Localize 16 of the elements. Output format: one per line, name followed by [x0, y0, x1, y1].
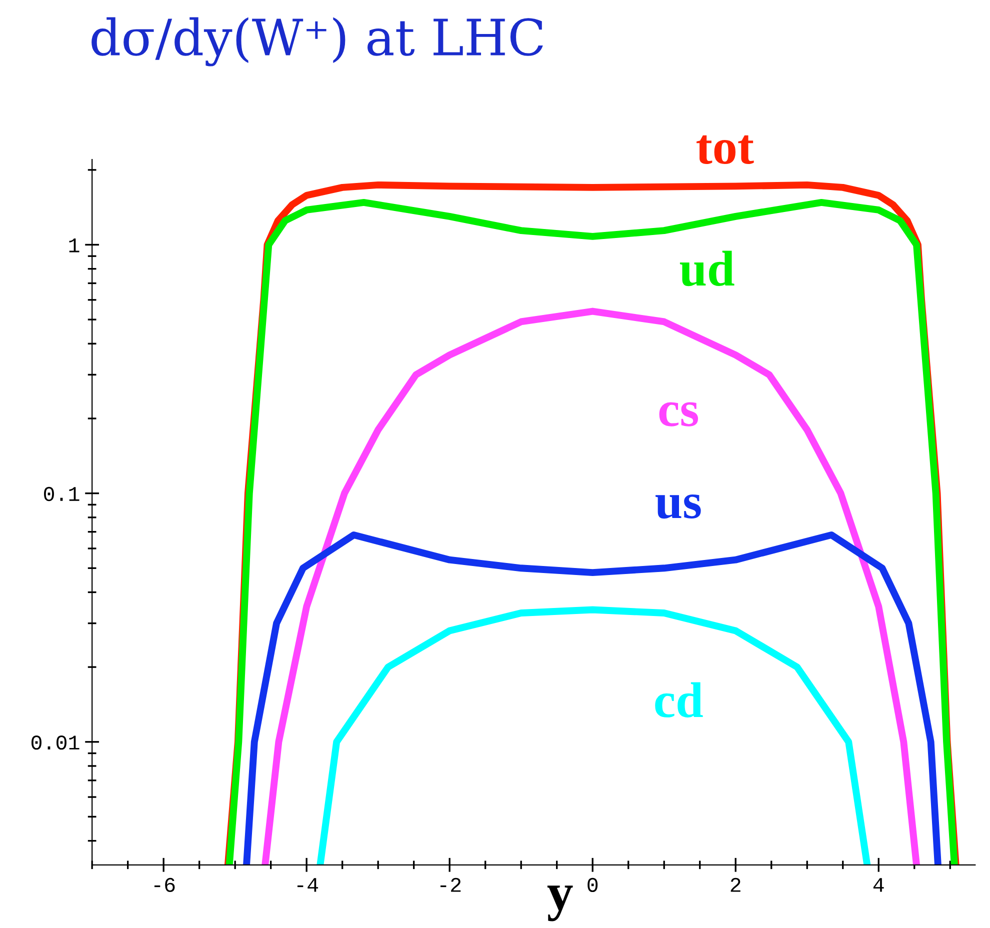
x-tick-label: 2: [730, 878, 740, 892]
x-axis-title: y: [547, 886, 573, 922]
series-label: cd: [655, 682, 703, 718]
x-tick-label: 0: [588, 878, 598, 892]
series-label: ud: [680, 250, 734, 286]
y-tick-label: 0.1: [44, 486, 80, 502]
series-label: us: [656, 494, 701, 519]
series-label: cs: [659, 402, 698, 426]
x-tick-label: 4: [873, 878, 884, 892]
y-tick-label: 1: [69, 238, 80, 252]
x-tick-label: -6: [154, 878, 175, 892]
y-tick-label: 0.01: [32, 736, 80, 750]
x-tick-label: -2: [440, 878, 461, 892]
chart-title: dσ/dy(W⁺) at LHC: [92, 17, 543, 66]
series-label: tot: [696, 135, 754, 164]
x-tick-label: -4: [297, 878, 318, 892]
